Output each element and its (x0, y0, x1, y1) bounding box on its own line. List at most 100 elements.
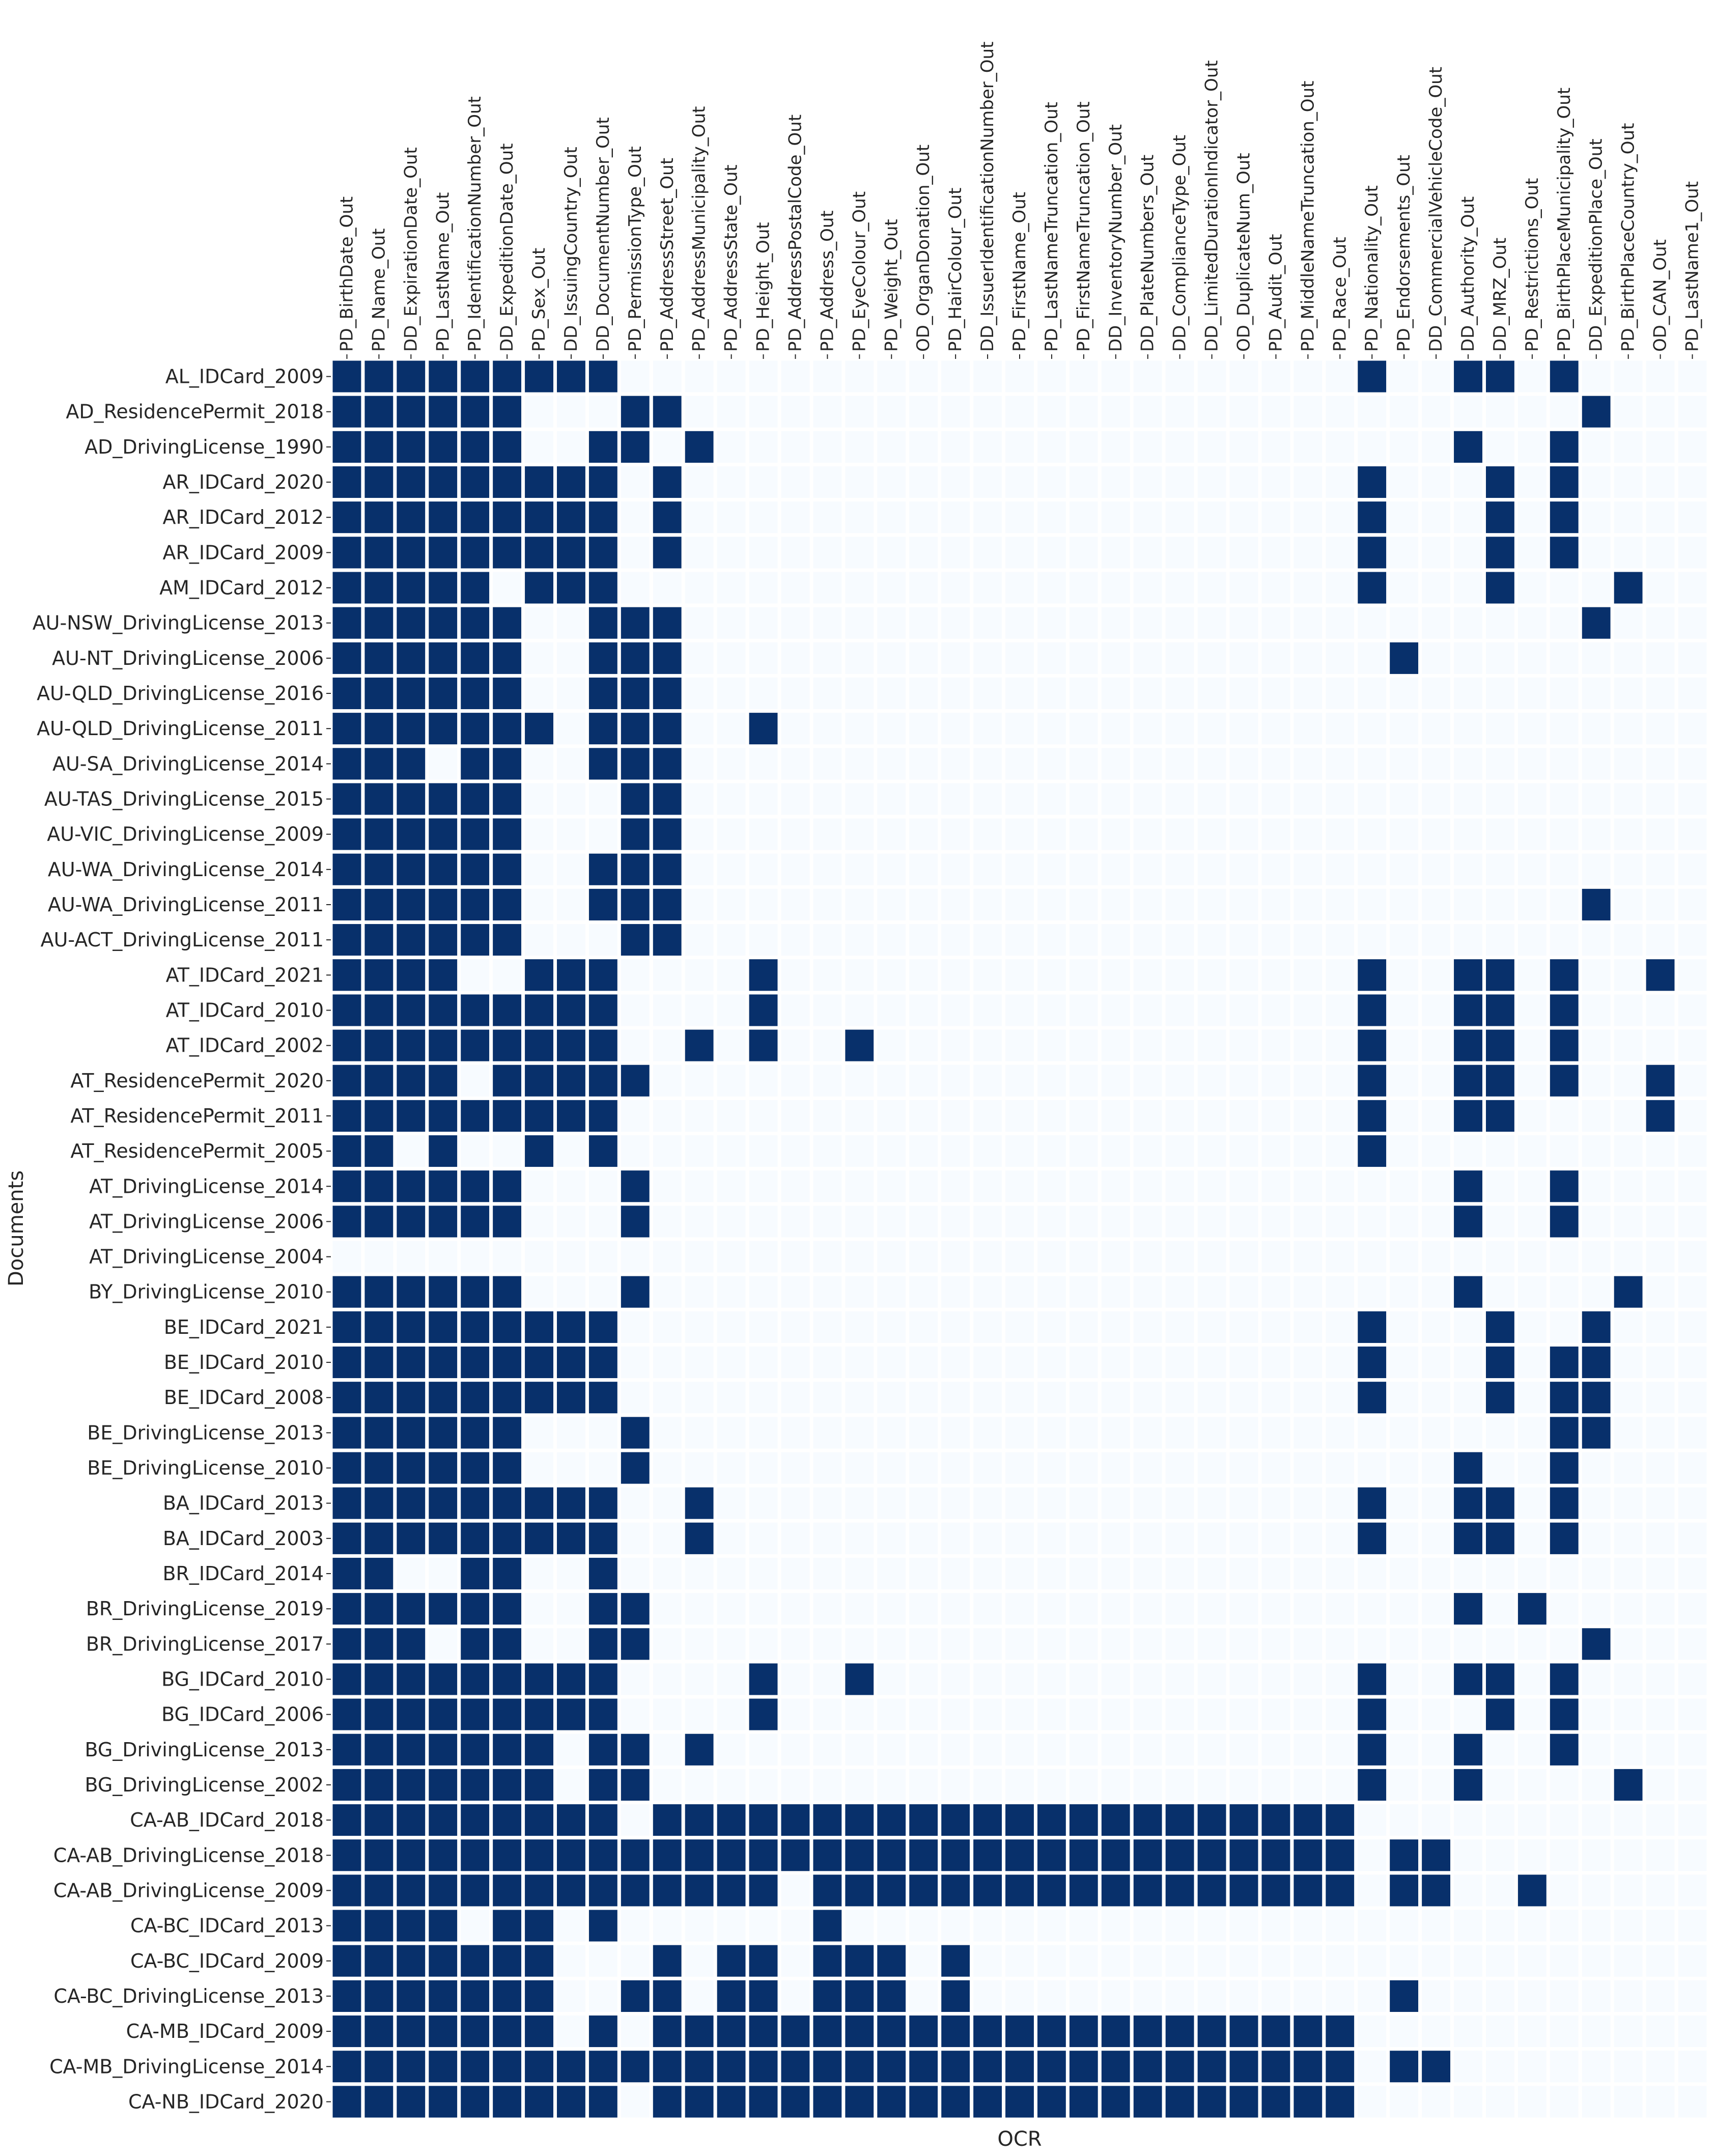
heatmap-cell (1354, 850, 1390, 889)
heatmap-cell (425, 1342, 461, 1382)
heatmap-cell (681, 1272, 717, 1311)
heatmap-cell (745, 885, 781, 925)
heatmap-cell (841, 392, 878, 431)
heatmap-cell (1578, 462, 1614, 502)
heatmap-cell (553, 1132, 589, 1171)
heatmap-cell (713, 920, 749, 960)
heatmap-cell (1610, 1695, 1646, 1734)
heatmap-cell (938, 1307, 974, 1347)
heatmap-cell (1482, 1589, 1518, 1629)
heatmap-cell (1130, 462, 1166, 502)
heatmap-cell (457, 1836, 493, 1875)
heatmap-cell (809, 1448, 846, 1488)
heatmap-cell (361, 2082, 397, 2121)
heatmap-cell (874, 991, 910, 1030)
heatmap-cell (938, 1695, 974, 1734)
heatmap-cell (329, 1906, 365, 1945)
heatmap-cell (777, 1906, 813, 1945)
heatmap-cell (970, 1660, 1006, 1699)
heatmap-cell (809, 1167, 846, 1206)
heatmap-cell (1002, 392, 1037, 431)
heatmap-cell (1610, 1871, 1646, 1910)
heatmap-cell (1450, 815, 1486, 854)
heatmap-cell (361, 956, 397, 995)
heatmap-cell (1322, 674, 1358, 713)
heatmap-cell (1354, 1730, 1390, 1769)
heatmap-cell (1258, 2012, 1294, 2051)
heatmap-cell (521, 1660, 557, 1699)
heatmap-cell (649, 1660, 685, 1699)
heatmap-cell (1546, 1237, 1582, 1276)
heatmap-cell (745, 1589, 781, 1629)
column-label: PD_AddressMunicipality_Out (689, 106, 710, 352)
heatmap-cell (809, 603, 846, 642)
heatmap-cell (329, 1554, 365, 1593)
heatmap-cell (1162, 568, 1198, 607)
heatmap-cell (553, 462, 589, 502)
heatmap-cell (809, 674, 846, 713)
heatmap-cell (1514, 603, 1550, 642)
heatmap-cell (489, 1765, 525, 1805)
heatmap-cell (938, 709, 974, 748)
heatmap-cell (1258, 1026, 1294, 1065)
heatmap-cell (617, 1519, 653, 1558)
heatmap-cell (1674, 1202, 1710, 1241)
heatmap-cell (809, 568, 846, 607)
heatmap-cell (521, 392, 557, 431)
heatmap-cell (906, 991, 942, 1030)
heatmap-cell (1578, 709, 1614, 748)
heatmap-cell (1386, 744, 1422, 783)
heatmap-cell (841, 462, 878, 502)
heatmap-cell (585, 392, 621, 431)
heatmap-cell (1065, 1765, 1102, 1805)
heatmap-cell (1258, 1342, 1294, 1382)
heatmap-cell (1386, 2047, 1422, 2086)
heatmap-cell (1322, 603, 1358, 642)
heatmap-cell (906, 462, 942, 502)
heatmap-cell (553, 1448, 589, 1488)
heatmap-cell (489, 568, 525, 607)
heatmap-cell (1258, 1448, 1294, 1488)
heatmap-cell (1065, 1026, 1102, 1065)
heatmap-cell (681, 2012, 717, 2051)
heatmap-cell (1610, 533, 1646, 572)
heatmap-cell (489, 1906, 525, 1945)
heatmap-cell (1226, 1026, 1262, 1065)
heatmap-cell (938, 1061, 974, 1100)
heatmap-cell (681, 1589, 717, 1629)
heatmap-cell (1450, 885, 1486, 925)
row-label: BE_IDCard_2021 (164, 1316, 324, 1338)
heatmap-cell (1002, 568, 1037, 607)
heatmap-cell (1418, 1906, 1454, 1945)
heatmap-cell (1065, 568, 1102, 607)
heatmap-cell (361, 744, 397, 783)
heatmap-cell (1098, 1554, 1134, 1593)
heatmap-cell (1482, 1483, 1518, 1523)
heatmap-cell (1098, 1378, 1134, 1417)
heatmap-cell (809, 533, 846, 572)
heatmap-cell (1162, 603, 1198, 642)
heatmap-cell (970, 1871, 1006, 1910)
heatmap-cell (681, 1836, 717, 1875)
heatmap-cell (1162, 1660, 1198, 1699)
heatmap-cell (1450, 1026, 1486, 1065)
heatmap-cell (874, 1342, 910, 1382)
heatmap-cell (1162, 1132, 1198, 1171)
heatmap-cell (1386, 1237, 1422, 1276)
heatmap-cell (1674, 638, 1710, 678)
heatmap-cell (1578, 1342, 1614, 1382)
heatmap-cell (649, 991, 685, 1030)
heatmap-cell (457, 1026, 493, 1065)
heatmap-cell (1322, 1765, 1358, 1805)
heatmap-cell (393, 709, 429, 748)
heatmap-cell (361, 603, 397, 642)
heatmap-cell (1674, 1483, 1710, 1523)
heatmap-cell (1418, 850, 1454, 889)
heatmap-cell (553, 1167, 589, 1206)
heatmap-cell (1098, 1976, 1134, 2016)
row-label: AU-NSW_DrivingLicense_2013 (33, 612, 324, 634)
heatmap-cell (329, 1730, 365, 1769)
heatmap-cell (1450, 1730, 1486, 1769)
heatmap-cell (329, 1167, 365, 1206)
heatmap-cell (489, 991, 525, 1030)
